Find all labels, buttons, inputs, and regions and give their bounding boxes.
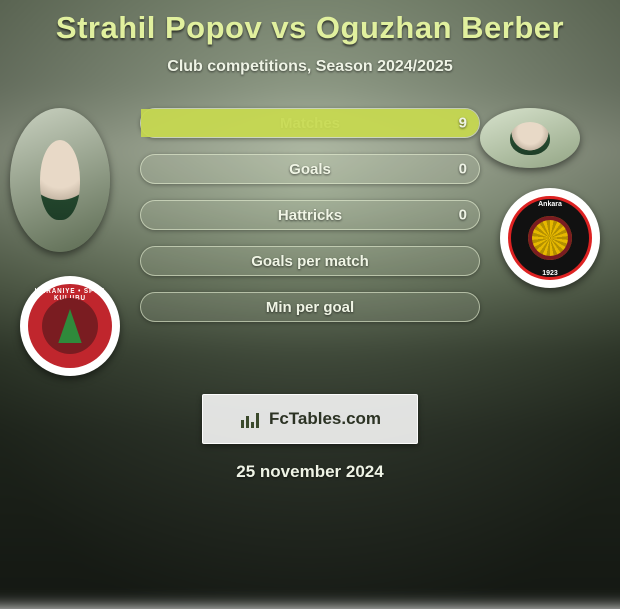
tree-icon [57, 309, 83, 343]
stats-list: Matches9 Goals 0 Hattricks 0 Goals per match M… [140, 108, 480, 322]
club-right-ring-text-bottom: 1923 [500, 270, 600, 277]
avatar-placeholder [480, 108, 580, 168]
comparison-area: UMRANIYE • SPOR KULUBU Ankara 1923 Match… [0, 108, 620, 368]
stat-label: Min per goal [266, 299, 354, 316]
footer-date: 25 november 2024 [0, 462, 620, 482]
club-right-ring-text-top: Ankara [500, 201, 600, 208]
stat-label: Goals per match [251, 253, 369, 270]
stat-fill-right [141, 109, 479, 137]
stat-row: Matches9 [140, 108, 480, 138]
stat-value-right: 9 [459, 115, 467, 132]
stat-row: Goals per match [140, 246, 480, 276]
player-left-photo [10, 108, 110, 252]
stat-value-right: 0 [459, 207, 467, 224]
brand-text: FcTables.com [269, 409, 381, 429]
bar-chart-icon [239, 410, 261, 428]
avatar-placeholder [10, 108, 110, 252]
content-root: Strahil Popov vs Oguzhan Berber Club com… [0, 0, 620, 580]
stat-label: Goals [289, 161, 331, 178]
club-left-badge: UMRANIYE • SPOR KULUBU [20, 276, 120, 376]
page-title: Strahil Popov vs Oguzhan Berber [0, 0, 620, 46]
stat-label: Hattricks [278, 207, 342, 224]
stat-row: Hattricks 0 [140, 200, 480, 230]
stat-value-right: 0 [459, 161, 467, 178]
player-right-photo [480, 108, 580, 168]
page-subtitle: Club competitions, Season 2024/2025 [0, 58, 620, 76]
club-right-badge: Ankara 1923 [500, 188, 600, 288]
stat-row: Min per goal [140, 292, 480, 322]
stat-row: Goals 0 [140, 154, 480, 184]
brand-card[interactable]: FcTables.com [202, 394, 418, 444]
